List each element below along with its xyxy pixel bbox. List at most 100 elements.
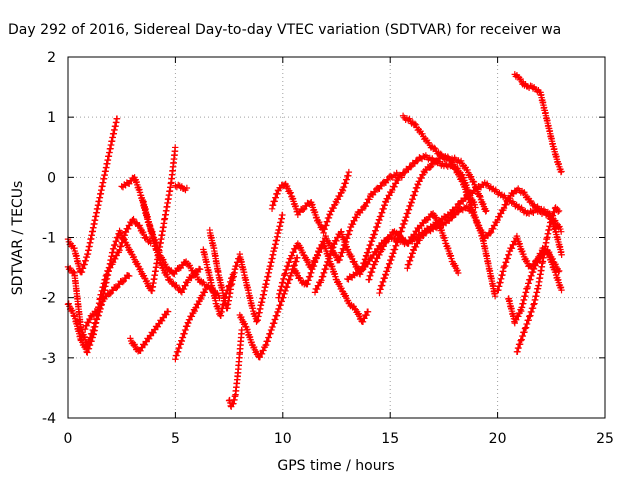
data-point	[106, 290, 114, 298]
data-point	[490, 225, 497, 233]
data-point	[379, 246, 386, 253]
data-point	[330, 204, 337, 212]
data-point	[315, 282, 322, 289]
y-axis-label: SDTVAR / TECUs	[10, 181, 26, 296]
data-point	[81, 325, 89, 333]
data-point	[411, 231, 418, 238]
data-series	[172, 282, 223, 363]
data-point	[94, 307, 102, 315]
data-point	[331, 241, 338, 248]
data-point	[392, 180, 400, 187]
data-point	[180, 185, 188, 192]
y-tick-label: 0	[47, 170, 56, 186]
data-point	[287, 189, 294, 196]
data-point	[500, 204, 508, 212]
data-point	[297, 244, 304, 251]
data-point	[448, 214, 455, 222]
data-point	[199, 292, 206, 299]
y-tick-label: -4	[42, 411, 56, 427]
data-point	[504, 198, 511, 205]
y-tick-label: 1	[47, 110, 56, 126]
data-point	[258, 350, 266, 358]
data-point	[137, 265, 144, 273]
data-series	[399, 112, 490, 215]
data-point	[454, 267, 461, 274]
data-point	[290, 249, 297, 256]
data-point	[136, 222, 143, 229]
x-tick-label: 0	[64, 431, 73, 447]
data-point	[496, 213, 503, 221]
data-point	[359, 318, 367, 325]
data-point	[411, 120, 419, 127]
data-point	[182, 282, 189, 289]
data-point	[400, 169, 408, 177]
data-point	[195, 301, 202, 308]
data-series	[513, 204, 563, 356]
data-point	[382, 239, 390, 247]
data-point	[523, 257, 531, 265]
data-point	[464, 166, 471, 174]
data-point	[121, 236, 128, 243]
data-series	[139, 198, 204, 296]
data-point	[196, 266, 204, 273]
data-point	[260, 347, 267, 354]
data-point	[336, 192, 344, 200]
data-point	[344, 297, 352, 304]
data-point	[293, 269, 301, 277]
data-series	[511, 71, 565, 176]
data-series	[172, 181, 191, 194]
data-point	[433, 158, 440, 165]
data-point	[313, 285, 321, 293]
data-point	[475, 222, 483, 229]
data-point	[431, 144, 438, 152]
data-point	[407, 163, 414, 171]
data-point	[414, 181, 422, 188]
data-point	[515, 313, 522, 320]
data-point	[558, 251, 565, 258]
x-tick-label: 20	[489, 431, 507, 447]
data-point	[178, 289, 186, 296]
data-point	[554, 208, 562, 215]
data-point	[502, 201, 510, 209]
data-point	[113, 284, 120, 292]
data-point	[316, 218, 323, 226]
data-point	[338, 285, 345, 292]
data-point	[326, 239, 333, 246]
data-point	[191, 307, 198, 315]
data-point	[322, 232, 329, 240]
data-series	[206, 211, 286, 325]
data-point	[513, 316, 520, 323]
data-point	[336, 280, 343, 287]
data-point	[98, 301, 105, 308]
data-point	[83, 322, 90, 329]
data-series	[236, 254, 301, 361]
data-point	[372, 258, 380, 265]
data-point	[414, 240, 421, 247]
data-point	[126, 222, 133, 229]
data-series	[290, 169, 405, 288]
data-point	[380, 243, 387, 250]
x-axis-label: GPS time / hours	[277, 458, 394, 474]
data-point	[303, 256, 311, 263]
y-tick-labels: -4 -3 -2 -1 0 1 2	[42, 50, 56, 427]
data-point	[192, 304, 200, 311]
data-point	[186, 316, 193, 323]
data-point	[378, 182, 385, 190]
data-point	[479, 228, 486, 236]
data-point	[172, 144, 179, 151]
data-point	[334, 196, 342, 203]
data-point	[410, 247, 418, 254]
data-point	[180, 285, 188, 293]
data-point	[555, 207, 563, 215]
data-point	[494, 216, 501, 224]
data-point	[422, 229, 429, 237]
data-point	[432, 214, 440, 221]
data-point	[355, 310, 362, 317]
data-point	[342, 292, 350, 299]
data-point	[197, 295, 205, 303]
data-point	[558, 286, 565, 294]
data-point	[351, 217, 358, 225]
data-point	[366, 196, 373, 203]
data-point	[396, 233, 404, 240]
x-tick-label: 10	[274, 431, 292, 447]
